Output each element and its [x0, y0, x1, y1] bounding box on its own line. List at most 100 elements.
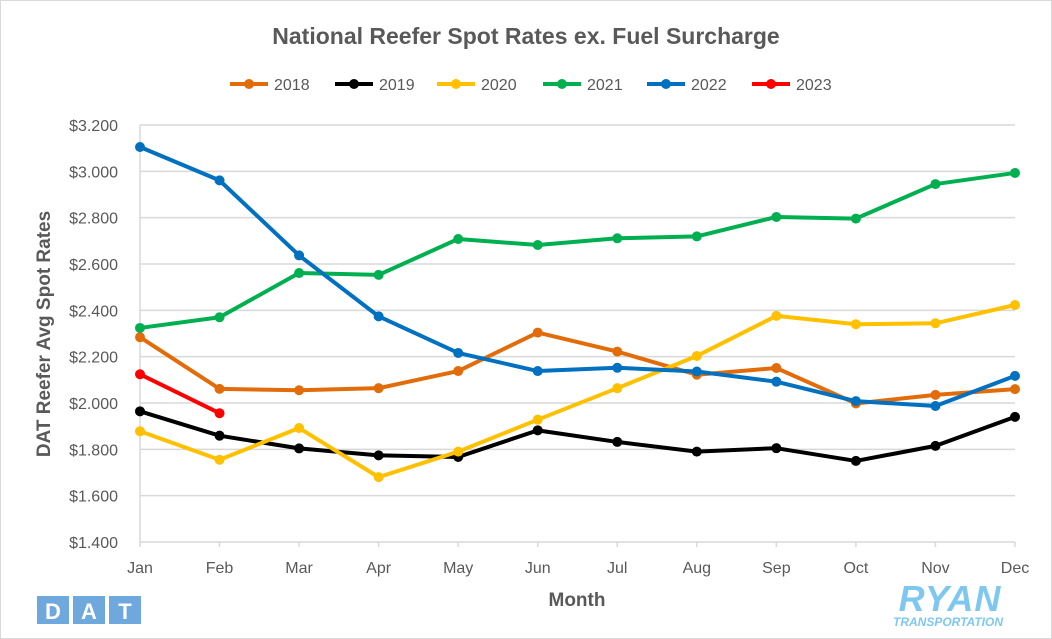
data-point-2021	[850, 213, 861, 224]
x-tick-label: Aug	[683, 560, 711, 577]
data-point-2022	[532, 366, 543, 377]
legend-item-2018: 2018	[230, 77, 310, 94]
data-point-2021	[930, 179, 941, 190]
data-point-2019	[691, 446, 702, 457]
legend-marker	[661, 79, 671, 89]
dat-logo-tile	[73, 596, 105, 624]
data-point-2022	[850, 396, 861, 407]
data-point-2018	[135, 332, 145, 343]
y-tick-label: $3.000	[69, 164, 118, 181]
data-point-2021	[373, 269, 384, 280]
data-point-2019	[214, 430, 225, 441]
series-2023	[135, 369, 225, 419]
dat-logo-letter: D	[45, 599, 61, 624]
series-line-2020	[139, 303, 1016, 480]
y-axis-title: DAT Reefer Avg Spot Rates	[34, 211, 55, 457]
legend-label: 2023	[796, 77, 832, 94]
y-tick-label: $1.400	[69, 535, 118, 552]
data-point-2018	[771, 363, 782, 374]
series-2020	[135, 300, 1020, 483]
data-point-2022	[930, 401, 941, 412]
dat-logo-tile	[37, 596, 69, 624]
data-point-2019	[612, 436, 623, 447]
y-tick-label: $1.800	[69, 442, 118, 459]
x-tick-label: Mar	[285, 560, 313, 577]
y-tick-label: $2.000	[69, 396, 118, 413]
data-point-2022	[294, 250, 305, 261]
data-point-2022	[771, 376, 782, 387]
data-point-2021	[771, 211, 782, 222]
data-point-2019	[373, 450, 384, 461]
data-point-2018	[373, 383, 384, 394]
data-point-2019	[850, 455, 861, 466]
data-point-2021	[1010, 167, 1020, 178]
x-tick-label: Apr	[366, 560, 392, 577]
data-point-2018	[930, 389, 941, 400]
series-line-2023	[139, 372, 221, 415]
data-point-2021	[294, 268, 305, 279]
series-2022	[135, 142, 1020, 412]
data-point-2018	[612, 346, 623, 357]
y-tick-label: $2.600	[69, 257, 118, 274]
data-point-2020	[294, 423, 305, 434]
data-point-2022	[373, 311, 384, 322]
legend-item-2019: 2019	[335, 77, 415, 94]
data-point-2019	[294, 443, 305, 454]
x-tick-label: Dec	[1001, 560, 1029, 577]
legend-label: 2018	[274, 77, 310, 94]
gridlines	[139, 124, 1015, 543]
data-point-2020	[612, 383, 623, 394]
series-line-2022	[139, 145, 1016, 409]
data-point-2020	[771, 310, 782, 321]
y-tick-label: $3.200	[69, 118, 118, 135]
data-point-2018	[1010, 384, 1020, 395]
data-point-2020	[850, 319, 861, 330]
ryan-logo-text: RYAN	[899, 578, 1002, 619]
x-tick-label: Feb	[206, 560, 234, 577]
data-point-2019	[1010, 411, 1020, 422]
data-point-2018	[214, 383, 225, 394]
series-2021	[135, 167, 1020, 333]
legend-marker	[349, 79, 359, 89]
data-point-2020	[135, 426, 145, 437]
y-tick-label: $2.200	[69, 350, 118, 367]
data-point-2021	[532, 240, 543, 251]
legend-marker	[766, 79, 776, 89]
legend-label: 2019	[379, 77, 415, 94]
ryan-logo-subtext: TRANSPORTATION	[893, 615, 1003, 629]
dat-logo-letter: A	[81, 599, 97, 624]
data-point-2021	[135, 322, 145, 333]
x-tick-label: Oct	[843, 560, 868, 577]
x-tick-label: Jan	[127, 560, 153, 577]
legend-marker	[451, 79, 461, 89]
data-point-2019	[135, 406, 145, 417]
data-point-2023	[214, 408, 225, 419]
data-point-2019	[532, 425, 543, 436]
data-point-2020	[214, 454, 225, 465]
data-point-2022	[691, 366, 702, 377]
y-tick-label: $2.400	[69, 303, 118, 320]
series-group	[135, 142, 1020, 483]
data-point-2020	[532, 414, 543, 425]
x-axis-title: Month	[549, 590, 606, 611]
data-point-2018	[453, 366, 464, 377]
legend-item-2021: 2021	[543, 77, 623, 94]
dat-logo-letter: T	[118, 599, 132, 624]
data-point-2021	[691, 231, 702, 242]
data-point-2021	[453, 233, 464, 244]
data-point-2022	[612, 362, 623, 373]
legend-marker	[557, 79, 567, 89]
data-point-2022	[1010, 370, 1020, 381]
x-tick-label: Nov	[921, 560, 949, 577]
data-point-2022	[214, 175, 225, 186]
legend-item-2023: 2023	[752, 77, 832, 94]
x-tick-label: Jun	[525, 560, 551, 577]
data-point-2018	[532, 327, 543, 338]
series-line-2019	[139, 409, 1016, 463]
y-tick-label: $1.600	[69, 489, 118, 506]
data-point-2020	[373, 472, 384, 483]
data-point-2022	[453, 347, 464, 358]
chart-title: National Reefer Spot Rates ex. Fuel Surc…	[272, 23, 779, 49]
ryan-transportation-logo: RYAN TRANSPORTATION	[893, 578, 1003, 629]
